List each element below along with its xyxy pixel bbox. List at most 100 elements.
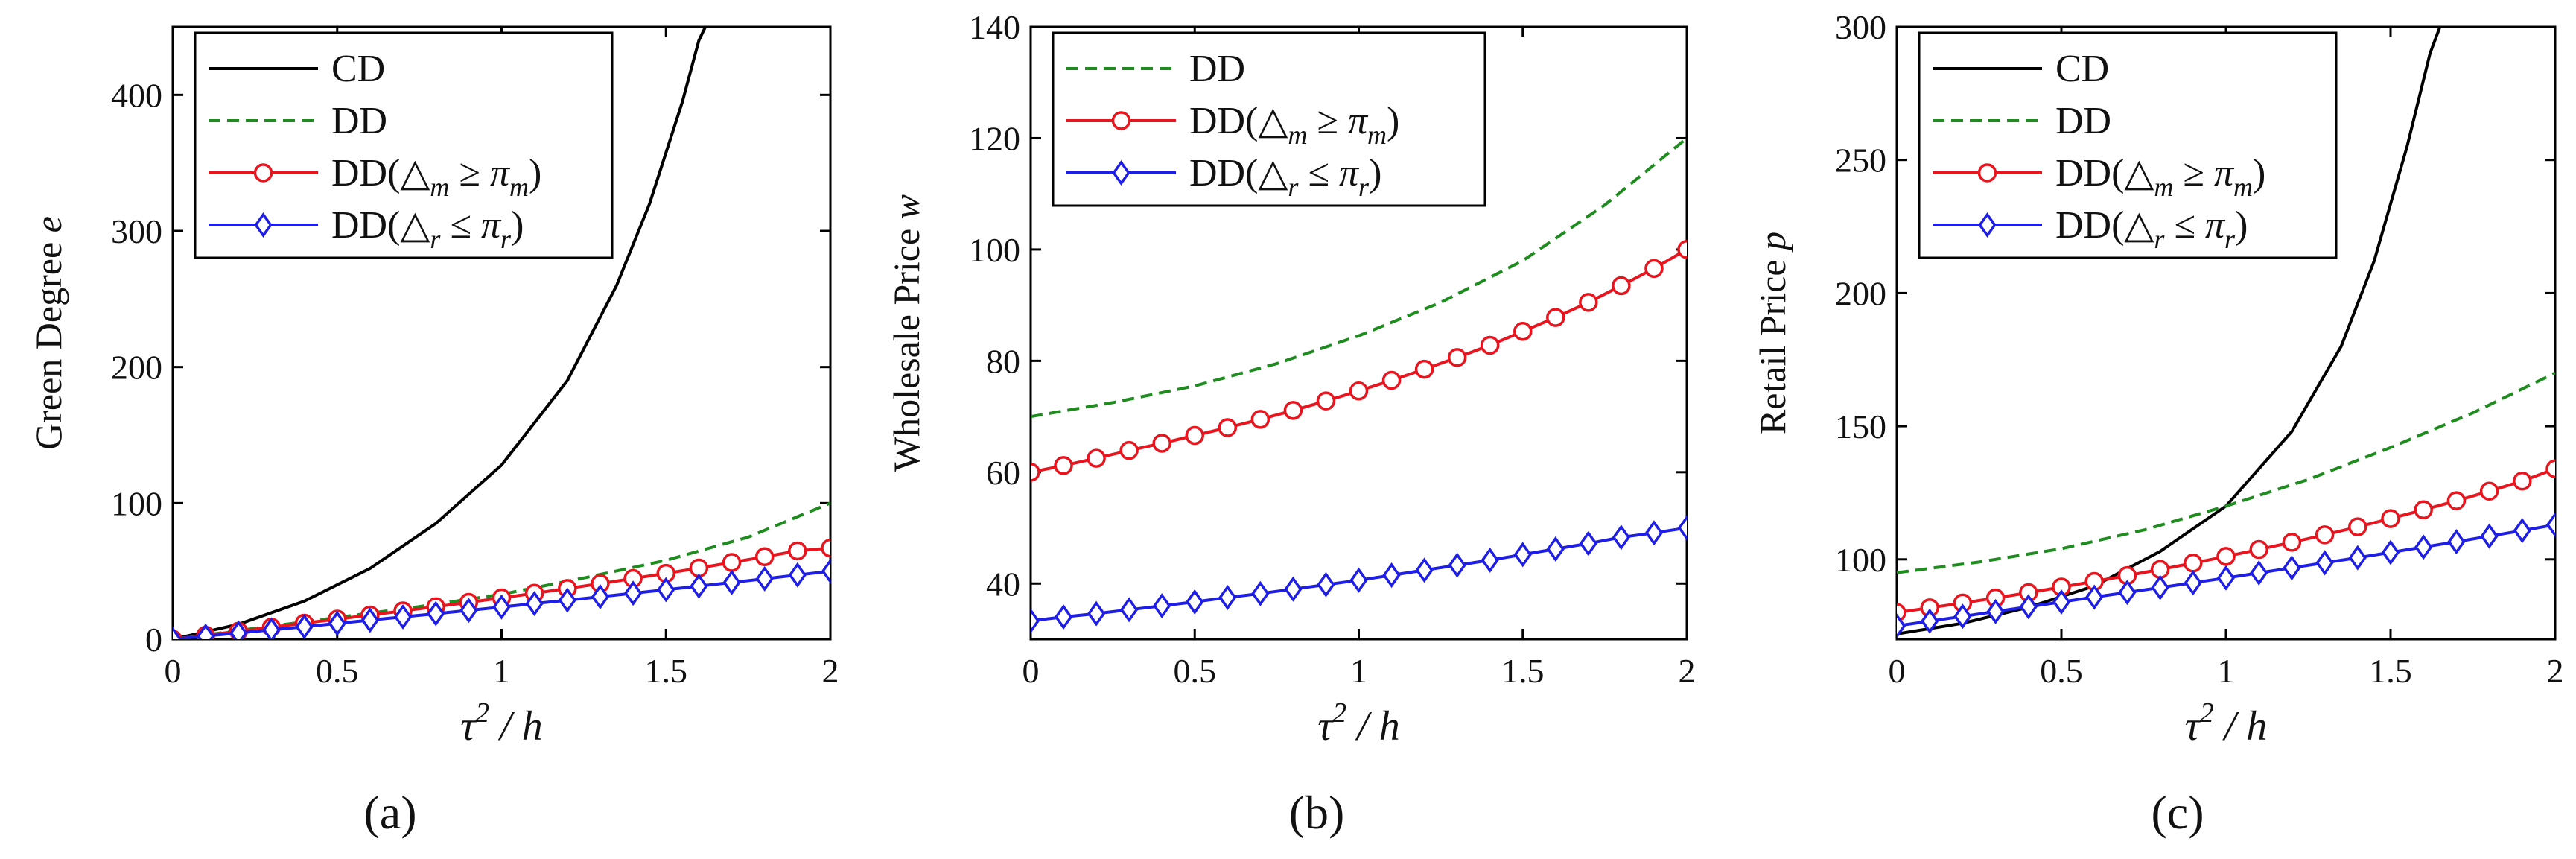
data-point-diamond bbox=[623, 580, 643, 606]
data-point-diamond bbox=[2315, 550, 2334, 576]
x-axis-label: τ2 / h bbox=[2185, 697, 2268, 749]
x-tick-label: 0.5 bbox=[2040, 652, 2083, 690]
y-tick-label: 150 bbox=[1835, 408, 1886, 446]
plot-area bbox=[173, 27, 830, 639]
data-point-diamond bbox=[558, 587, 576, 613]
legend-close: ) bbox=[529, 152, 541, 194]
data-point-circle bbox=[2315, 525, 2335, 545]
data-point-circle bbox=[1579, 293, 1598, 312]
data-point-diamond bbox=[788, 562, 807, 588]
data-point-diamond bbox=[1644, 520, 1664, 546]
panel-caption: (b) bbox=[1289, 786, 1345, 839]
x-tick-label: 1 bbox=[493, 652, 510, 690]
panel-caption: (c) bbox=[2151, 786, 2204, 839]
data-point-diamond bbox=[821, 558, 830, 584]
x-axis-label-tau: τ bbox=[460, 703, 477, 749]
legend-label: DD bbox=[1189, 48, 1245, 90]
legend-sub: r bbox=[430, 224, 441, 254]
data-point-diamond bbox=[1153, 593, 1171, 619]
legend-label: DD bbox=[2055, 100, 2111, 142]
x-tick-label: 0 bbox=[1023, 652, 1040, 690]
data-point-diamond bbox=[1448, 552, 1466, 578]
data-point-diamond bbox=[2184, 570, 2202, 596]
x-axis-label-rest: / h bbox=[489, 703, 543, 749]
data-point-diamond bbox=[229, 620, 248, 639]
legend-label: DD(△r ≤ πr) bbox=[331, 204, 524, 254]
data-point-circle bbox=[1447, 348, 1467, 367]
y-tick-label: 140 bbox=[969, 8, 1020, 46]
x-tick-label: 1 bbox=[1350, 652, 1367, 690]
data-point-diamond bbox=[295, 614, 314, 639]
y-axis-label-var: p bbox=[1752, 232, 1793, 253]
legend-pi: π bbox=[481, 204, 502, 247]
x-tick-label: 2 bbox=[1679, 652, 1696, 690]
y-tick-label: 120 bbox=[969, 119, 1020, 157]
data-point-diamond bbox=[1415, 557, 1434, 583]
y-tick-label: 100 bbox=[969, 231, 1020, 269]
y-axis-label-var: e bbox=[28, 216, 69, 232]
data-point-diamond bbox=[1186, 589, 1204, 615]
data-point-circle bbox=[1054, 456, 1073, 475]
data-point-diamond bbox=[1031, 608, 1040, 634]
data-point-circle bbox=[1218, 418, 1238, 437]
y-tick-label: 80 bbox=[986, 342, 1020, 380]
legend-pi: π bbox=[1339, 152, 1360, 194]
x-tick-label: 2 bbox=[2547, 652, 2564, 690]
y-tick-label: 400 bbox=[111, 76, 162, 114]
y-axis-label: Retail Price p bbox=[1752, 232, 1793, 434]
data-point-diamond bbox=[657, 577, 675, 603]
series-line-1 bbox=[173, 27, 707, 639]
x-tick-label: 0 bbox=[165, 652, 182, 690]
legend-op: ≥ bbox=[1307, 100, 1348, 142]
plot-area bbox=[1897, 27, 2555, 639]
data-point-diamond bbox=[1612, 524, 1631, 551]
data-point-circle bbox=[1185, 425, 1204, 446]
data-point-circle bbox=[1414, 359, 1434, 379]
data-point-diamond bbox=[2348, 545, 2367, 571]
y-axis-label: Green Degree e bbox=[28, 216, 69, 450]
data-point-diamond bbox=[591, 583, 610, 610]
x-tick-label: 2 bbox=[822, 652, 839, 690]
x-tick-label: 1 bbox=[2218, 652, 2235, 690]
y-axis-label-var: w bbox=[885, 194, 927, 219]
x-axis-label-rest: / h bbox=[2214, 703, 2268, 749]
data-point-diamond bbox=[2118, 580, 2137, 606]
data-point-circle bbox=[2216, 547, 2236, 566]
data-point-circle bbox=[2479, 481, 2499, 501]
data-point-diamond bbox=[1054, 604, 1073, 630]
data-point-circle bbox=[1349, 381, 1369, 401]
data-point-circle bbox=[1152, 434, 1171, 453]
data-point-diamond bbox=[1317, 571, 1335, 598]
legend-delta: △ bbox=[1258, 100, 1288, 142]
x-tick-label: 0.5 bbox=[1174, 652, 1217, 690]
x-axis-label-sup: 2 bbox=[2200, 697, 2214, 729]
data-point-diamond bbox=[1513, 542, 1532, 568]
data-point-circle bbox=[1119, 440, 1139, 460]
data-point-circle bbox=[788, 541, 807, 561]
legend-label: DD(△m ≥ πm) bbox=[331, 152, 541, 202]
legend-delta: △ bbox=[2124, 204, 2154, 247]
series-line-1 bbox=[1897, 27, 2442, 635]
legend-label-main: DD( bbox=[2055, 152, 2124, 194]
legend-label-main: DD( bbox=[1189, 152, 1258, 194]
data-point-diamond bbox=[2480, 523, 2499, 549]
data-point-circle bbox=[1250, 410, 1270, 429]
x-axis-label-rest: / h bbox=[1346, 703, 1400, 749]
legend-sub: m bbox=[1367, 120, 1387, 150]
data-point-diamond bbox=[2019, 594, 2038, 620]
data-point-diamond bbox=[1481, 547, 1499, 573]
data-point-diamond bbox=[2381, 539, 2400, 565]
data-point-circle bbox=[1381, 370, 1402, 390]
legend-close: ) bbox=[2235, 204, 2248, 247]
data-point-diamond bbox=[2414, 534, 2433, 560]
data-point-circle bbox=[2414, 500, 2433, 520]
legend-label: CD bbox=[331, 48, 385, 90]
series-line-1 bbox=[1031, 136, 1687, 419]
data-point-circle bbox=[2282, 533, 2302, 552]
legend-sub: r bbox=[500, 224, 512, 254]
data-point-diamond bbox=[2545, 512, 2555, 538]
data-point-diamond bbox=[1546, 536, 1565, 562]
chart-panel-2: 0 0.5 1 1.5 2 40 60 80 100 120 140 Wholesale Price … bbox=[885, 8, 1696, 839]
legend-op: ≤ bbox=[1298, 152, 1339, 194]
data-point-diamond bbox=[2052, 589, 2071, 615]
